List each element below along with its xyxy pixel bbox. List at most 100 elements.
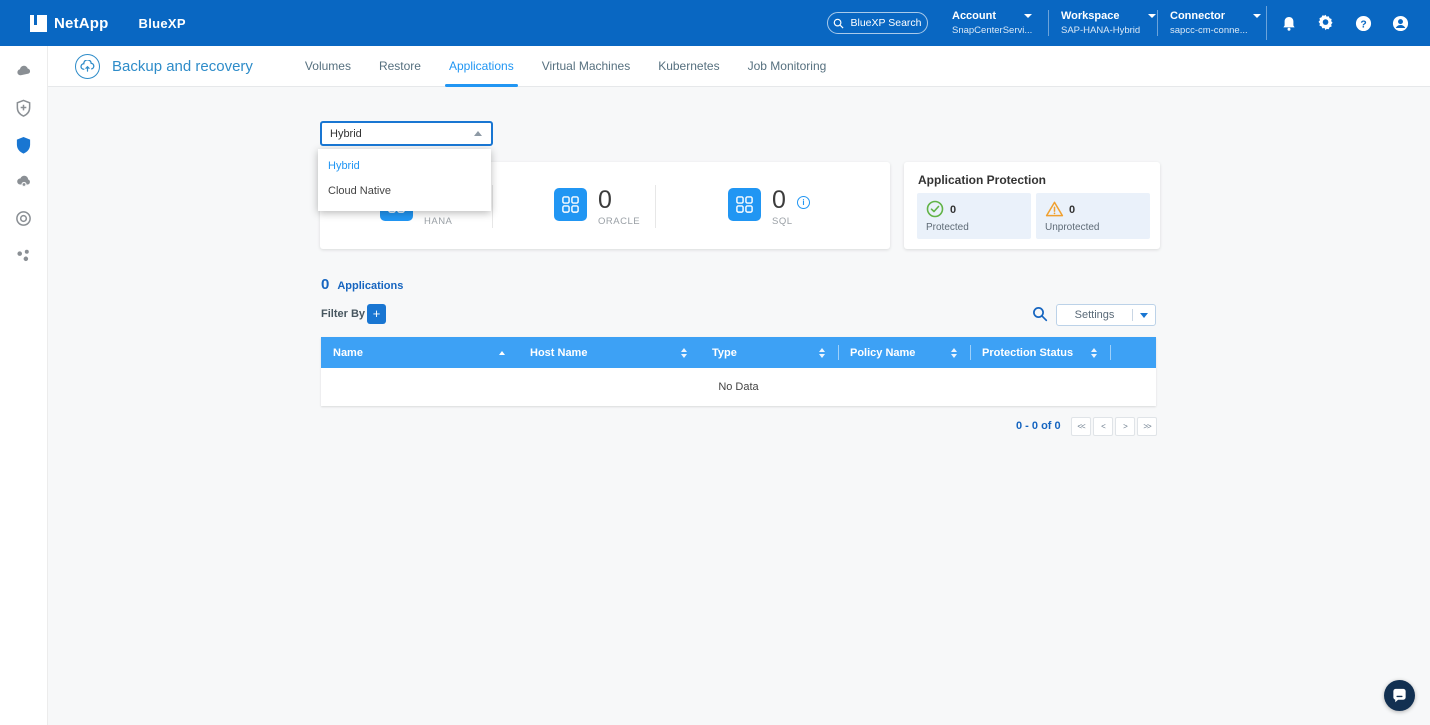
brand: NetApp BlueXP bbox=[30, 14, 186, 32]
chat-bubble-icon bbox=[1393, 688, 1406, 703]
tab-kubernetes[interactable]: Kubernetes bbox=[658, 59, 720, 73]
application-protection-card: Application Protection 0 Protected 0 Unp… bbox=[904, 162, 1160, 249]
page-title: Backup and recovery bbox=[112, 57, 253, 75]
sql-label: SQL bbox=[772, 216, 793, 227]
cloud-icon bbox=[17, 65, 31, 76]
first-page-button[interactable]: << bbox=[1071, 417, 1091, 436]
environment-select[interactable]: Hybrid bbox=[320, 121, 493, 146]
sidebar-item-mobility[interactable] bbox=[15, 173, 33, 191]
connector-label: Connector bbox=[1170, 10, 1225, 22]
unprotected-count: 0 bbox=[1069, 204, 1076, 216]
oracle-grid-icon bbox=[554, 188, 587, 221]
applications-label: Applications bbox=[337, 280, 404, 292]
option-cloud-native[interactable]: Cloud Native bbox=[328, 185, 391, 197]
table-search-icon[interactable] bbox=[1032, 306, 1048, 322]
target-icon bbox=[16, 211, 31, 226]
left-sidebar bbox=[0, 46, 48, 725]
pagination-controls: << < > >> bbox=[1071, 417, 1157, 436]
pagination-range: 0 - 0 of 0 bbox=[1016, 420, 1061, 432]
account-label: Account bbox=[952, 10, 996, 22]
sort-icon bbox=[1091, 347, 1097, 358]
tab-volumes[interactable]: Volumes bbox=[304, 59, 351, 73]
table-body: No Data bbox=[321, 368, 1156, 406]
next-page-button[interactable]: > bbox=[1115, 417, 1135, 436]
service-tabs: Volumes Restore Applications Virtual Mac… bbox=[305, 46, 826, 87]
chevron-down-icon bbox=[1024, 14, 1032, 18]
last-page-button[interactable]: >> bbox=[1137, 417, 1157, 436]
divider bbox=[1266, 6, 1267, 40]
chevron-down-icon bbox=[1147, 14, 1156, 18]
sql-grid-icon bbox=[728, 188, 761, 221]
bluexp-search[interactable]: BlueXP Search bbox=[827, 12, 928, 34]
column-header-policy-name[interactable]: Policy Name bbox=[838, 337, 970, 368]
divider bbox=[1048, 10, 1049, 36]
unprotected-label: Unprotected bbox=[1045, 222, 1100, 233]
connector-menu[interactable]: Connector sapcc-cm-conne... bbox=[1158, 10, 1266, 36]
option-hybrid[interactable]: Hybrid bbox=[328, 160, 360, 172]
cloud-sync-icon bbox=[17, 175, 30, 188]
account-value: SnapCenterServi... bbox=[952, 25, 1033, 36]
applications-summary: 0 Applications bbox=[321, 276, 403, 293]
oracle-label: ORACLE bbox=[598, 216, 641, 227]
oracle-summary: 0 ORACLE bbox=[554, 188, 640, 227]
protected-count: 0 bbox=[950, 204, 957, 216]
sort-asc-icon bbox=[499, 350, 505, 355]
divider bbox=[655, 185, 656, 228]
sort-icon bbox=[681, 347, 687, 358]
divider bbox=[1157, 10, 1158, 36]
sidebar-item-health[interactable] bbox=[15, 99, 33, 117]
tab-job-monitoring[interactable]: Job Monitoring bbox=[747, 59, 827, 73]
top-menus: Account SnapCenterServi... Workspace SAP… bbox=[940, 0, 1267, 46]
brand-name: NetApp bbox=[54, 14, 109, 32]
connector-value: sapcc-cm-conne... bbox=[1170, 25, 1248, 36]
protected-label: Protected bbox=[926, 222, 969, 233]
warning-triangle-icon bbox=[1045, 200, 1064, 223]
chat-button[interactable] bbox=[1384, 680, 1415, 711]
protected-tile: 0 Protected bbox=[917, 193, 1031, 239]
search-icon bbox=[834, 18, 844, 29]
column-header-type[interactable]: Type bbox=[700, 337, 838, 368]
table-settings-button[interactable]: Settings bbox=[1056, 304, 1156, 326]
search-label: BlueXP Search bbox=[850, 17, 922, 29]
sidebar-item-extensions[interactable] bbox=[15, 247, 33, 265]
tab-virtual-machines[interactable]: Virtual Machines bbox=[541, 59, 631, 73]
sidebar-item-storage[interactable] bbox=[15, 62, 33, 80]
product-name: BlueXP bbox=[138, 15, 186, 31]
account-menu[interactable]: Account SnapCenterServi... bbox=[940, 10, 1048, 36]
sort-icon bbox=[819, 347, 825, 358]
add-filter-button[interactable]: + bbox=[367, 304, 386, 324]
column-header-protection-status[interactable]: Protection Status bbox=[970, 337, 1110, 368]
info-icon[interactable]: i bbox=[797, 196, 810, 209]
unprotected-tile: 0 Unprotected bbox=[1036, 193, 1150, 239]
tab-applications[interactable]: Applications bbox=[445, 46, 518, 87]
check-circle-icon bbox=[926, 200, 944, 223]
column-header-name[interactable]: Name bbox=[321, 337, 518, 368]
settings-gear-icon[interactable] bbox=[1317, 14, 1335, 32]
prev-page-button[interactable]: < bbox=[1093, 417, 1113, 436]
shield-plus-icon bbox=[16, 99, 31, 117]
help-icon[interactable]: ? bbox=[1354, 14, 1372, 32]
user-account-icon[interactable] bbox=[1391, 14, 1409, 32]
oracle-count: 0 bbox=[598, 186, 612, 214]
chevron-down-icon bbox=[1140, 312, 1148, 318]
top-bar: NetApp BlueXP BlueXP Search Account Snap… bbox=[0, 0, 1430, 46]
protection-title: Application Protection bbox=[918, 173, 1047, 187]
tab-restore[interactable]: Restore bbox=[378, 59, 421, 73]
service-nav-bar: Backup and recovery Volumes Restore Appl… bbox=[0, 46, 1430, 87]
chevron-up-icon bbox=[474, 131, 482, 136]
column-header-host-name[interactable]: Host Name bbox=[518, 337, 700, 368]
backup-recovery-icon bbox=[75, 53, 100, 79]
shield-icon bbox=[16, 136, 31, 154]
environment-select-value: Hybrid bbox=[330, 127, 362, 140]
main-content: Hybrid Hybrid Cloud Native 0 HANA bbox=[48, 87, 1430, 725]
workspace-menu[interactable]: Workspace SAP-HANA-Hybrid bbox=[1049, 10, 1157, 36]
environment-select-menu: Hybrid Cloud Native bbox=[318, 149, 491, 211]
svg-text:?: ? bbox=[1360, 19, 1366, 30]
notifications-bell-icon[interactable] bbox=[1280, 14, 1298, 32]
filter-by-label: Filter By bbox=[321, 308, 366, 320]
sort-icon bbox=[951, 347, 957, 358]
sidebar-item-protection-active[interactable] bbox=[15, 136, 33, 154]
workspace-value: SAP-HANA-Hybrid bbox=[1061, 25, 1141, 36]
sidebar-item-governance[interactable] bbox=[15, 210, 33, 228]
no-data-text: No Data bbox=[718, 381, 759, 393]
